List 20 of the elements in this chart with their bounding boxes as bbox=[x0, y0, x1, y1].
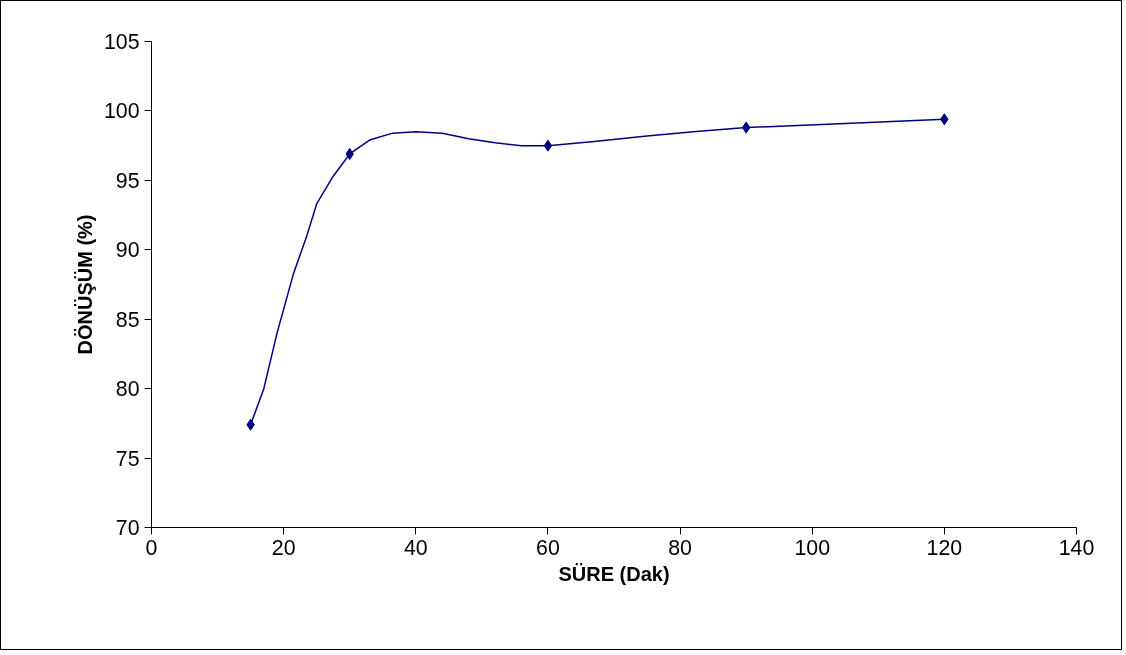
point bbox=[543, 139, 553, 152]
x-tick-label: 140 bbox=[1058, 535, 1095, 560]
point bbox=[741, 121, 751, 134]
y-tick-label: 100 bbox=[103, 99, 140, 124]
x-tick-label: 20 bbox=[271, 535, 296, 560]
x-tick-label: 0 bbox=[145, 535, 158, 560]
x-tick-label: 100 bbox=[794, 535, 831, 560]
y-tick-label: 105 bbox=[103, 30, 140, 54]
y-tick-label: 85 bbox=[115, 307, 140, 332]
x-tick-label: 60 bbox=[536, 535, 560, 560]
x-tick-label: 80 bbox=[668, 535, 693, 560]
y-tick-label: 75 bbox=[115, 446, 140, 471]
x-tick-label: 120 bbox=[926, 535, 963, 560]
x-tick-label: 40 bbox=[403, 535, 428, 560]
y-tick-label: 90 bbox=[115, 238, 140, 263]
y-tick-label: 70 bbox=[115, 516, 140, 540]
y-tick-label: 80 bbox=[115, 377, 140, 402]
x-axis-title: SÜRE (Dak) bbox=[558, 562, 670, 585]
y-tick-label: 95 bbox=[115, 168, 140, 193]
y-axis-title: DÖNÜŞÜM (%) bbox=[73, 214, 96, 355]
